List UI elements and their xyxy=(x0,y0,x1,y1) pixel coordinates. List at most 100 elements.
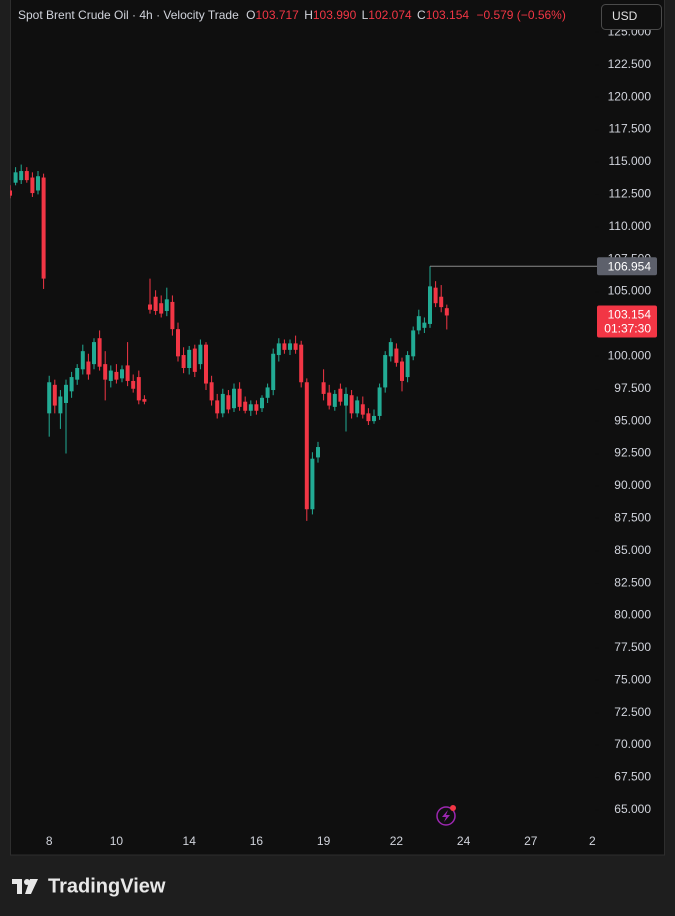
y-tick-label: 80.000 xyxy=(614,608,651,622)
y-tick-label: 117.500 xyxy=(609,122,652,136)
candle-body xyxy=(204,344,208,384)
x-tick-label: 19 xyxy=(317,834,331,848)
x-tick-label: 14 xyxy=(183,834,197,848)
x-tick-label: 27 xyxy=(524,834,538,848)
y-tick-label: 70.000 xyxy=(614,737,651,751)
candle-body xyxy=(327,392,332,406)
candle-body xyxy=(30,177,35,194)
high-price-label: 106.954 xyxy=(608,259,652,273)
candle-body xyxy=(209,382,214,401)
x-tick-label: 16 xyxy=(250,834,264,848)
candle-body xyxy=(321,382,326,394)
y-tick-label: 112.500 xyxy=(609,187,652,201)
candle-body xyxy=(125,365,130,381)
chart-panel xyxy=(10,0,665,856)
candle-body xyxy=(360,404,365,415)
y-tick-label: 87.500 xyxy=(614,510,651,524)
candle-body xyxy=(254,404,259,411)
candle-body xyxy=(271,353,276,391)
low-label: L xyxy=(362,8,369,22)
candle-body xyxy=(108,370,113,381)
candle-body xyxy=(411,330,416,357)
high-value: 103.990 xyxy=(313,8,357,22)
y-tick-label: 72.500 xyxy=(614,705,651,719)
candle-body xyxy=(187,349,192,368)
candle-body xyxy=(159,303,164,314)
candle-body xyxy=(377,387,382,416)
candle-body xyxy=(394,348,399,363)
open-label: O xyxy=(246,8,255,22)
candle-body xyxy=(97,338,102,367)
candle-body xyxy=(80,351,85,370)
brand-name: TradingView xyxy=(48,875,166,897)
countdown-label: 01:37:30 xyxy=(604,322,651,336)
candle-body xyxy=(288,343,292,350)
high-price-box xyxy=(597,257,657,276)
legend-header: Spot Brent Crude Oil · 4h · Velocity Tra… xyxy=(18,8,566,22)
candle-body xyxy=(75,368,80,380)
candle-body xyxy=(243,401,248,411)
y-tick-label: 77.500 xyxy=(614,640,651,654)
candle-body xyxy=(355,400,360,414)
y-tick-label: 85.000 xyxy=(614,543,651,557)
candle-body xyxy=(142,399,147,402)
candle-body xyxy=(114,371,119,380)
candle-body xyxy=(338,388,343,402)
candle-body xyxy=(366,413,371,422)
candle-body xyxy=(170,301,175,330)
brand-logo xyxy=(12,879,38,894)
x-tick-label: 10 xyxy=(110,834,124,848)
y-tick-label: 95.000 xyxy=(614,413,651,427)
candle-body xyxy=(36,176,40,191)
currency-button[interactable] xyxy=(601,4,662,30)
last-price-box xyxy=(597,305,657,338)
candle-body xyxy=(86,361,91,375)
y-tick-label: 120.000 xyxy=(608,89,652,103)
candle-body xyxy=(428,286,432,324)
candle-body xyxy=(260,397,264,409)
change-value: −0.579 (−0.56%) xyxy=(476,8,565,22)
y-tick-label: 65.000 xyxy=(614,802,651,816)
candle-body xyxy=(176,329,180,357)
y-tick-label: 115.000 xyxy=(609,154,652,168)
currency-label[interactable]: USD xyxy=(612,9,638,23)
symbol: Spot Brent Crude Oil · 4h · Velocity Tra… xyxy=(18,8,239,22)
candle-body xyxy=(153,296,158,311)
x-tick-label: 22 xyxy=(390,834,404,848)
candle-body xyxy=(19,171,24,181)
candle-body xyxy=(52,384,57,406)
open-value: 103.717 xyxy=(255,8,299,22)
candle-body xyxy=(181,355,186,368)
candle-body xyxy=(310,458,315,510)
high-label: H xyxy=(304,8,313,22)
candle-body xyxy=(198,344,203,365)
candle-body xyxy=(41,177,46,279)
candle-body xyxy=(220,393,225,414)
candle-body xyxy=(388,342,393,357)
low-value: 102.074 xyxy=(368,8,412,22)
candle-body xyxy=(10,190,12,196)
lightning-icon[interactable] xyxy=(436,805,456,826)
candle-body xyxy=(422,322,427,328)
candle-body xyxy=(316,447,320,458)
candle-body xyxy=(232,388,236,409)
y-tick-label: 110.000 xyxy=(609,219,652,233)
x-tick-label: 8 xyxy=(46,834,53,848)
candle-body xyxy=(349,395,354,414)
candle-body xyxy=(299,344,304,383)
candle-body xyxy=(433,287,438,304)
candle-body xyxy=(400,361,404,381)
candle-body xyxy=(13,172,18,183)
candle-body xyxy=(131,380,136,389)
candle-body xyxy=(372,415,376,422)
y-tick-label: 122.500 xyxy=(608,57,652,71)
candle-body xyxy=(276,343,281,356)
x-tick-label: 2 xyxy=(589,834,596,848)
candle-body xyxy=(215,400,220,414)
candle-body xyxy=(47,382,52,414)
candle-body xyxy=(304,382,309,510)
candle-body xyxy=(265,387,270,398)
candle-body xyxy=(237,388,242,407)
candle-body xyxy=(332,393,337,407)
